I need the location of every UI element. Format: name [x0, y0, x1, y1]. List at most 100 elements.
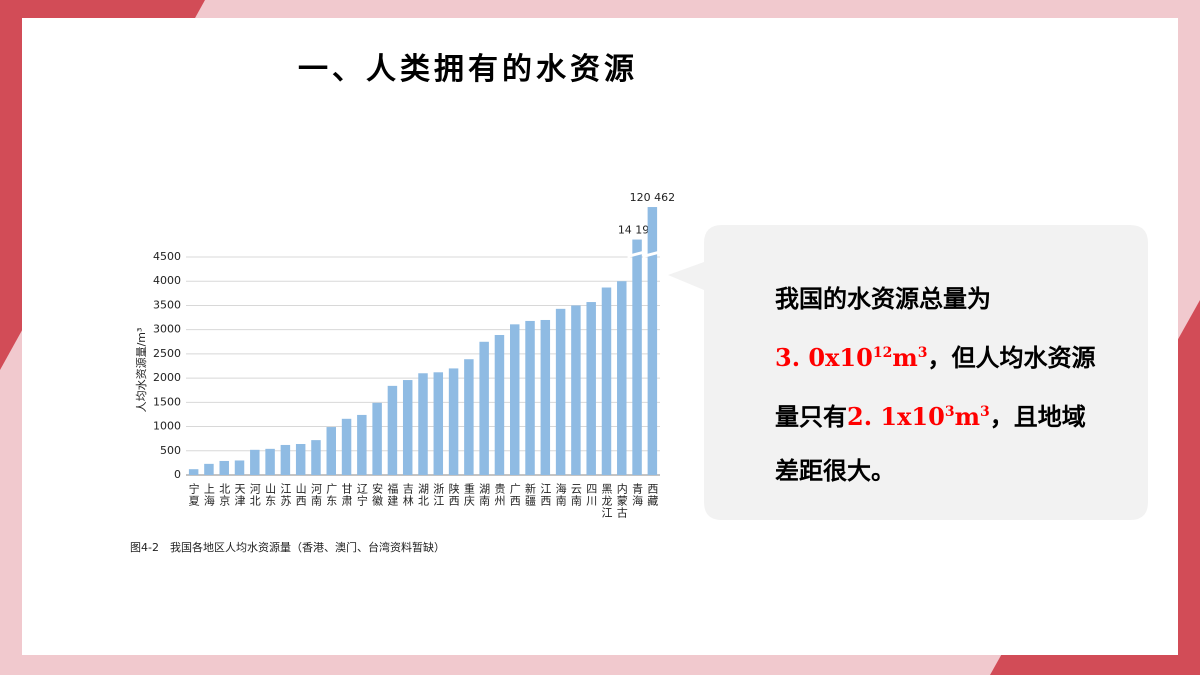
slide-title: 一、人类拥有的水资源	[298, 52, 638, 87]
x-tick-label: 内蒙古	[615, 482, 628, 519]
y-tick-label: 3500	[153, 298, 181, 311]
bar	[341, 418, 352, 475]
bar	[586, 302, 596, 475]
bar	[647, 207, 658, 475]
x-tick-label: 新疆	[524, 482, 537, 507]
bar	[555, 308, 566, 475]
x-tick-label: 陕西	[447, 482, 460, 507]
y-tick-label: 0	[174, 468, 181, 481]
x-tick-label: 北京	[218, 483, 231, 507]
bar	[617, 281, 627, 475]
axis-break	[627, 250, 647, 258]
caption: 图4-2 我国各地区人均水资源量（香港、澳门、台湾资料暂缺）	[130, 540, 445, 554]
y-tick-label: 2000	[153, 371, 181, 384]
callout-line: 3. 0x1012m3，但人均水资源	[775, 326, 1095, 385]
bar	[357, 414, 367, 475]
x-tick-label: 天津	[233, 483, 246, 507]
x-tick-label: 重庆	[462, 482, 475, 507]
bar	[295, 443, 306, 475]
bar	[418, 373, 428, 475]
y-tick-label: 4000	[153, 274, 181, 287]
text-run: 3	[944, 404, 955, 420]
y-tick-label: 2500	[153, 347, 181, 360]
bar	[326, 427, 336, 475]
bar	[311, 440, 321, 475]
x-tick-label: 贵州	[493, 483, 506, 507]
bar	[433, 372, 444, 475]
callout-bubble	[668, 225, 1148, 520]
x-tick-label: 湖南	[478, 483, 491, 507]
bar	[494, 334, 505, 475]
x-tick-label: 上海	[202, 483, 215, 507]
x-tick-label: 西藏	[646, 483, 659, 507]
value-label: 14 190	[618, 224, 657, 237]
axis-break	[642, 250, 662, 258]
y-tick-label: 500	[160, 444, 181, 457]
x-tick-label: 山东	[264, 483, 277, 507]
x-tick-label: 吉林	[401, 483, 414, 507]
x-tick-label: 山西	[294, 483, 307, 507]
bar	[250, 449, 260, 475]
bar	[219, 460, 229, 475]
text-run: 3	[917, 345, 928, 361]
y-tick-label: 1500	[153, 395, 181, 408]
value-label: 120 462	[630, 191, 676, 204]
text-run: 量只有	[775, 402, 847, 431]
x-tick-label: 江西	[539, 483, 552, 507]
x-tick-label: 广西	[508, 483, 521, 507]
text-run: 差距很大。	[775, 456, 895, 485]
x-tick-label: 广东	[325, 483, 338, 507]
x-tick-label: 辽宁	[355, 483, 368, 507]
x-tick-label: 黑龙江	[600, 483, 613, 519]
x-tick-label: 四川	[585, 483, 598, 507]
bar	[479, 341, 489, 475]
x-tick-label: 湖北	[417, 483, 430, 507]
bar	[204, 463, 214, 475]
x-tick-label: 青海	[631, 483, 644, 507]
x-tick-label: 安徽	[371, 482, 384, 507]
x-tick-label: 浙江	[432, 483, 445, 507]
bar	[601, 287, 612, 475]
y-tick-label: 4500	[153, 250, 181, 263]
callout-line: 我国的水资源总量为	[775, 272, 1095, 326]
x-tick-label: 甘肃	[340, 483, 353, 507]
text-run: ，且地域	[989, 402, 1086, 431]
bar	[510, 324, 520, 475]
text-run: 2. 1x10	[847, 402, 945, 431]
bar	[448, 368, 459, 475]
bar	[464, 359, 474, 475]
text-run: 12	[872, 345, 893, 361]
x-tick-label: 海南	[554, 482, 567, 507]
bar	[525, 320, 535, 475]
text-run: m	[892, 343, 918, 372]
callout-line: 量只有2. 1x103m3，且地域	[775, 385, 1095, 444]
bar	[280, 444, 291, 475]
bar	[540, 319, 551, 475]
callout-text: 我国的水资源总量为 3. 0x1012m3，但人均水资源 量只有2. 1x103m3…	[775, 272, 1095, 498]
bar	[632, 239, 642, 475]
x-tick-label: 江苏	[279, 483, 292, 507]
text-run: 3	[979, 404, 990, 420]
bar	[387, 385, 398, 475]
bar	[188, 469, 199, 475]
bar	[234, 460, 245, 475]
x-tick-label: 云南	[569, 483, 582, 507]
y-axis-label: 人均水资源量/m³	[134, 328, 148, 413]
text-run: m	[954, 402, 980, 431]
bar	[402, 380, 413, 475]
y-tick-label: 3000	[153, 323, 181, 336]
text-run: ，但人均水资源	[927, 343, 1096, 372]
callout-line: 差距很大。	[775, 444, 1095, 498]
x-tick-label: 宁夏	[187, 482, 200, 507]
bar	[265, 448, 275, 475]
text-run: 3. 0x10	[775, 343, 873, 372]
text-run: 我国的水资源总量为	[775, 284, 991, 313]
bar	[372, 402, 382, 475]
x-tick-label: 福建	[386, 482, 399, 507]
x-tick-label: 河北	[248, 483, 261, 507]
y-tick-label: 1000	[153, 420, 181, 433]
bar	[571, 305, 581, 475]
